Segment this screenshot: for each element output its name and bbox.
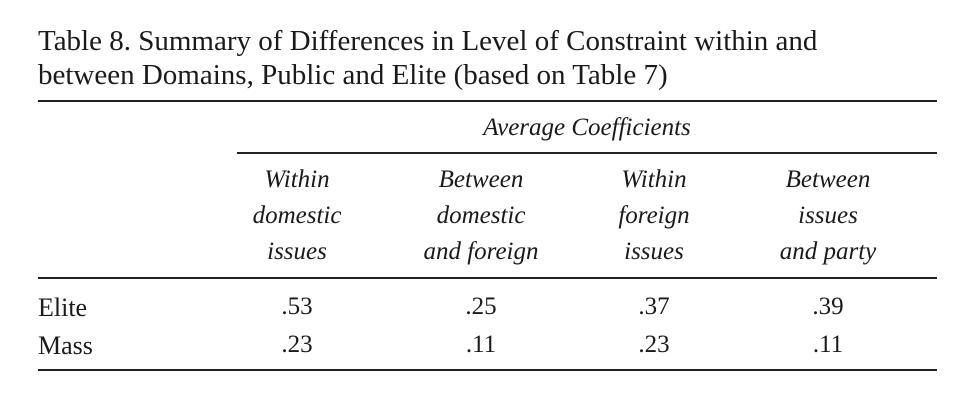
- rule: [237, 152, 937, 154]
- cell: .11: [812, 331, 844, 358]
- rule: [38, 277, 937, 279]
- table-title: Table 8. Summary of Differences in Level…: [38, 25, 818, 57]
- column-header: foreign: [618, 202, 690, 229]
- rule: [38, 100, 937, 102]
- rule: [38, 369, 937, 371]
- cell: .25: [465, 293, 497, 320]
- cell: .39: [812, 293, 844, 320]
- cell: .11: [465, 331, 497, 358]
- column-header: and party: [779, 238, 877, 265]
- cell: .53: [281, 293, 313, 320]
- row-label: Elite: [38, 293, 88, 322]
- column-header: Within: [264, 166, 330, 193]
- table-title: between Domains, Public and Elite (based…: [38, 59, 668, 91]
- column-header: issues: [267, 238, 327, 265]
- column-header: Within: [621, 166, 687, 193]
- cell: .23: [281, 331, 313, 358]
- row-label: Mass: [38, 331, 93, 360]
- column-header: issues: [798, 202, 858, 229]
- column-header: issues: [624, 238, 684, 265]
- column-header: and foreign: [423, 238, 539, 265]
- column-header: domestic: [436, 202, 526, 229]
- column-header: Between: [785, 166, 871, 193]
- cell: .23: [638, 331, 670, 358]
- cell: .37: [638, 293, 670, 320]
- group-header: Average Coefficients: [483, 114, 691, 141]
- column-header: domestic: [252, 202, 342, 229]
- column-header: Between: [438, 166, 524, 193]
